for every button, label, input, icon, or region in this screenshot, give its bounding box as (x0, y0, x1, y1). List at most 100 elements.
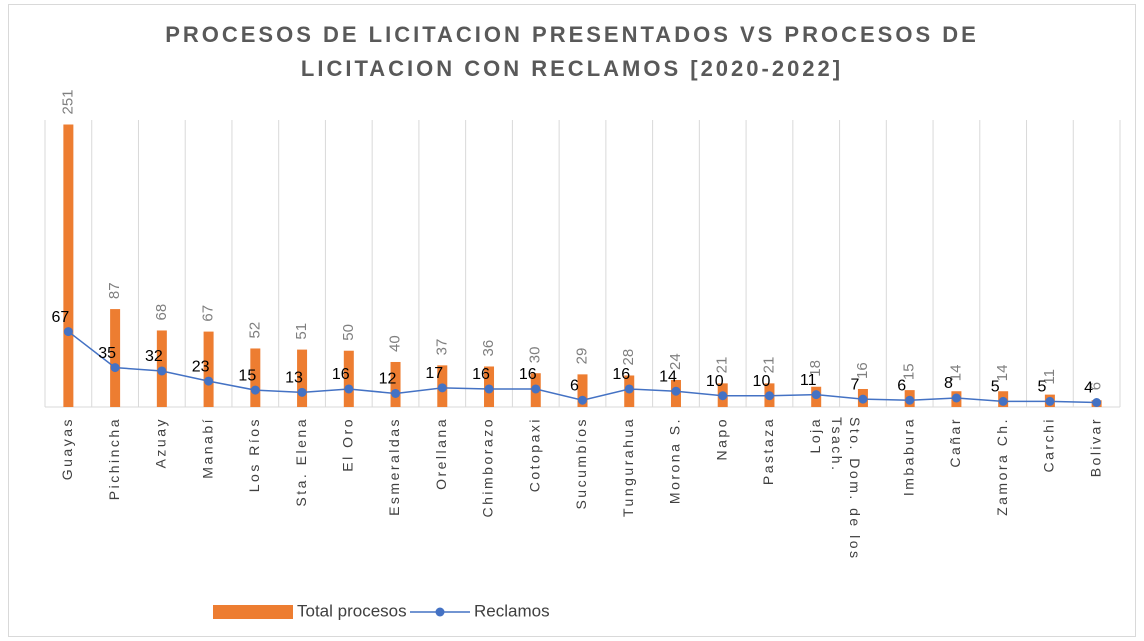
line-value-label: 16 (612, 366, 630, 383)
x-tick-label: El Oro (340, 417, 356, 472)
bar-value-label: 52 (246, 322, 263, 339)
bar-value-label: 6 (1088, 382, 1105, 390)
bar-value-label: 251 (59, 89, 76, 114)
x-tick-label: Zamora Ch. (994, 417, 1010, 516)
bar-value-label: 37 (433, 339, 450, 356)
bar (110, 309, 121, 407)
bar-value-label: 67 (200, 305, 217, 322)
x-tick-label: Guayas (59, 417, 75, 480)
bar (63, 124, 74, 408)
x-tick-label: Morona S. (667, 417, 683, 504)
line-value-label: 6 (570, 377, 579, 394)
x-tick-label: Cañar (947, 417, 963, 468)
line-point (297, 387, 307, 397)
x-tick-label: Napo (713, 417, 729, 460)
x-tick-label: Orellana (433, 417, 449, 490)
line-value-label: 14 (659, 368, 677, 385)
bar-value-label: 24 (667, 353, 684, 370)
bar-value-label: 21 (760, 357, 777, 374)
line-value-label: 15 (238, 367, 256, 384)
line-point (671, 386, 681, 396)
bar-value-label: 11 (1041, 369, 1058, 385)
x-tick-label: Bolivar (1087, 417, 1103, 477)
chart-border (8, 4, 1136, 637)
line-value-label: 13 (285, 370, 303, 387)
x-tick-label: Imbabura (900, 417, 916, 496)
legend-label: Reclamos (474, 601, 550, 620)
bar-value-label: 68 (153, 304, 170, 321)
x-tick-label: Cotopaxi (526, 417, 542, 492)
bar (297, 349, 308, 407)
bar (250, 348, 261, 407)
line-point (157, 366, 167, 376)
line-value-label: 5 (991, 379, 1000, 396)
bar (577, 374, 588, 407)
line-value-label: 35 (98, 345, 116, 362)
legend-label: Total procesos (297, 601, 407, 620)
line-value-label: 7 (850, 376, 859, 393)
line-point (905, 395, 915, 405)
line-point (624, 384, 634, 394)
line-value-label: 32 (145, 348, 163, 365)
x-tick-label: Carchi (1041, 417, 1057, 472)
line-value-label: 5 (1037, 379, 1046, 396)
bar-value-label: 36 (480, 340, 497, 357)
bar (343, 350, 354, 407)
bar-value-label: 87 (106, 282, 123, 299)
line-point (344, 384, 354, 394)
line-value-label: 8 (944, 375, 953, 392)
bar-value-label: 21 (714, 357, 731, 374)
line-value-label: 17 (425, 365, 443, 382)
x-tick-label: Sucumbíos (573, 417, 589, 510)
line-value-label: 6 (897, 377, 906, 394)
line-point (811, 390, 821, 400)
bar (203, 331, 214, 407)
x-tick-label: Sta. Elena (293, 417, 309, 507)
line-value-label: 10 (706, 373, 724, 390)
line-point (484, 384, 494, 394)
line-value-label: 67 (51, 309, 69, 326)
line-value-label: 16 (332, 366, 350, 383)
line-value-label: 16 (472, 366, 490, 383)
bar (390, 361, 401, 407)
line-value-label: 4 (1084, 380, 1093, 397)
x-tick-label-line: Sto. Dom. de los (847, 417, 863, 561)
x-tick-label: Pichincha (106, 417, 122, 500)
x-tick-label: Sto. Dom. de losTsach. (829, 417, 863, 561)
bar-value-label: 40 (387, 335, 404, 352)
line-value-label: 10 (753, 373, 771, 390)
line-value-label: 16 (519, 366, 537, 383)
line-point (391, 388, 401, 398)
bar-value-label: 51 (293, 323, 310, 340)
chart-title: PROCESOS DE LICITACION PRESENTADOS VS PR… (165, 22, 979, 81)
line-value-label: 12 (379, 371, 397, 388)
legend-swatch-dot (435, 607, 445, 617)
x-tick-label: Esmeraldas (386, 417, 402, 516)
bar-value-label: 29 (573, 348, 590, 365)
bar-value-label: 50 (340, 324, 357, 341)
line-point (858, 394, 868, 404)
line-point (951, 393, 961, 403)
line-point (204, 376, 214, 386)
line-point (1045, 396, 1055, 406)
x-tick-label: Manabí (199, 417, 215, 479)
line-point (110, 363, 120, 373)
x-tick-label-line: Tsach. (829, 417, 845, 472)
line-point (63, 327, 73, 337)
line-point (1092, 397, 1102, 407)
line-point (250, 385, 260, 395)
bar-value-label: 28 (620, 349, 637, 366)
line-point (437, 383, 447, 393)
bar-value-label: 30 (527, 347, 544, 364)
line-point (998, 396, 1008, 406)
line-point (578, 395, 587, 405)
bar-value-label: 15 (901, 363, 918, 380)
bar-value-label: 14 (947, 365, 964, 382)
line-point (764, 391, 774, 401)
x-tick-label: Pastaza (760, 417, 776, 485)
x-tick-label: Los Ríos (246, 417, 262, 492)
x-tick-label: Tungurahua (620, 417, 636, 517)
x-tick-label: Chimborazo (480, 417, 496, 517)
